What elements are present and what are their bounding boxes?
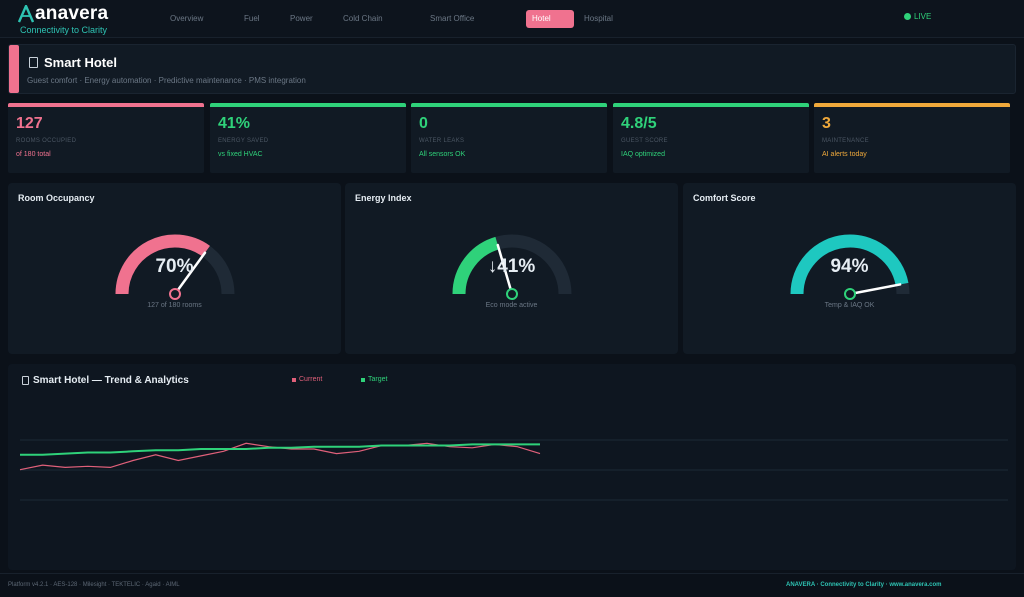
gauge-panel-comfort-score: Comfort Score 94% Temp & IAQ OK bbox=[683, 183, 1016, 354]
gauge-fill-arc bbox=[115, 234, 210, 295]
brand-text: anavera bbox=[35, 3, 109, 24]
gauge-needle bbox=[848, 283, 902, 296]
tab-fuel[interactable]: Fuel bbox=[244, 14, 260, 23]
gauge-value: ↓41% bbox=[487, 256, 536, 277]
legend-target: Target bbox=[361, 376, 387, 383]
legend-target-label: Target bbox=[368, 376, 388, 383]
kpi-value: 0 bbox=[419, 115, 428, 132]
kpi-label: WATER LEAKS bbox=[419, 138, 465, 144]
kpi-accent-bar bbox=[411, 103, 607, 107]
kpi-value: 3 bbox=[822, 115, 831, 132]
brand-tagline: Connectivity to Clarity bbox=[20, 25, 108, 35]
header-accent-bar bbox=[9, 45, 19, 93]
kpi-accent-bar bbox=[814, 103, 1010, 107]
kpi-accent-bar bbox=[613, 103, 809, 107]
kpi-label: MAINTENANCE bbox=[822, 138, 869, 144]
kpi-card-water-leaks: 0 WATER LEAKS All sensors OK bbox=[411, 103, 607, 173]
kpi-card-energy-saved: 41% ENERGY SAVED vs fixed HVAC bbox=[210, 103, 406, 173]
gauge-hub bbox=[169, 288, 181, 300]
live-dot-icon bbox=[904, 13, 911, 20]
gauge-room-occupancy bbox=[115, 234, 235, 300]
kpi-card-maintenance: 3 MAINTENANCE AI alerts today bbox=[814, 103, 1010, 173]
tab-hotel[interactable]: Hotel bbox=[526, 10, 574, 28]
gauge-hub bbox=[506, 288, 518, 300]
gauge-energy-index bbox=[452, 234, 572, 300]
series-line-target bbox=[20, 443, 540, 456]
tab-smart-office[interactable]: Smart Office bbox=[430, 14, 475, 23]
building-icon bbox=[22, 376, 29, 385]
page-title-text: Smart Hotel bbox=[44, 55, 117, 70]
legend-current: Current bbox=[292, 376, 322, 383]
kpi-label: ROOMS OCCUPIED bbox=[16, 138, 77, 144]
gauge-subtitle: Eco mode active bbox=[485, 302, 538, 309]
page-header: Smart Hotel Guest comfort · Energy autom… bbox=[8, 44, 1016, 94]
gauge-comfort-score bbox=[790, 234, 910, 300]
live-status: LIVE bbox=[904, 12, 931, 21]
gauge-value: 70% bbox=[155, 256, 194, 277]
anavera-logo-icon bbox=[18, 5, 34, 23]
trend-line-chart bbox=[19, 439, 1008, 501]
live-label: LIVE bbox=[914, 12, 932, 21]
gauge-title: Room Occupancy bbox=[18, 193, 95, 203]
kpi-label: ENERGY SAVED bbox=[218, 138, 269, 144]
kpi-note: of 180 total bbox=[16, 151, 51, 158]
kpi-label: GUEST SCORE bbox=[621, 138, 668, 144]
page-subtitle: Guest comfort · Energy automation · Pred… bbox=[27, 76, 306, 85]
page-title: Smart Hotel bbox=[29, 55, 117, 70]
trend-analytics-panel: Smart Hotel — Trend & Analytics Current … bbox=[8, 364, 1016, 570]
gauge-title: Energy Index bbox=[355, 193, 412, 203]
gauge-panel-room-occupancy: Room Occupancy 70% 127 of 180 rooms bbox=[8, 183, 341, 354]
tab-overview[interactable]: Overview bbox=[170, 14, 204, 23]
kpi-card-guest-score: 4.8/5 GUEST SCORE IAQ optimized bbox=[613, 103, 809, 173]
footer: Platform v4.2.1 · AES-128 · Milesight · … bbox=[0, 573, 1024, 597]
tab-hospital[interactable]: Hospital bbox=[584, 14, 613, 23]
gauge-hub bbox=[844, 288, 856, 300]
trend-title-text: Smart Hotel — Trend & Analytics bbox=[33, 375, 189, 386]
legend-swatch-current bbox=[292, 377, 296, 382]
gauge-value: 94% bbox=[830, 256, 869, 277]
kpi-value: 127 bbox=[16, 115, 43, 132]
gauge-panel-energy-index: Energy Index ↓41% Eco mode active bbox=[345, 183, 678, 354]
kpi-card-rooms-occupied: 127 ROOMS OCCUPIED of 180 total bbox=[8, 103, 204, 173]
gauge-subtitle: Temp & IAQ OK bbox=[824, 302, 875, 309]
gauge-title: Comfort Score bbox=[693, 193, 756, 203]
footer-brand-link[interactable]: ANAVERA · Connectivity to Clarity · www.… bbox=[786, 582, 942, 588]
brand-name: anavera bbox=[18, 3, 108, 25]
gauge-needle bbox=[173, 251, 207, 296]
footer-platform-info: Platform v4.2.1 · AES-128 · Milesight · … bbox=[8, 582, 180, 588]
tab-cold-chain[interactable]: Cold Chain bbox=[343, 14, 383, 23]
top-navigation-bar: anavera Connectivity to Clarity Overview… bbox=[0, 0, 1024, 38]
kpi-note: IAQ optimized bbox=[621, 151, 665, 158]
legend-current-label: Current bbox=[299, 376, 323, 383]
gauge-fill-arc bbox=[452, 236, 500, 295]
building-icon bbox=[29, 57, 38, 68]
kpi-accent-bar bbox=[8, 103, 204, 107]
brand[interactable]: anavera Connectivity to Clarity bbox=[18, 3, 108, 35]
gauge-fill-arc bbox=[790, 234, 909, 295]
kpi-note: All sensors OK bbox=[419, 151, 466, 158]
tab-power[interactable]: Power bbox=[290, 14, 313, 23]
kpi-value: 4.8/5 bbox=[621, 115, 657, 132]
kpi-note: vs fixed HVAC bbox=[218, 151, 263, 158]
gauge-needle bbox=[496, 243, 514, 296]
gauge-subtitle: 127 of 180 rooms bbox=[147, 302, 202, 309]
trend-title: Smart Hotel — Trend & Analytics bbox=[22, 375, 189, 386]
kpi-note: AI alerts today bbox=[822, 151, 867, 158]
kpi-accent-bar bbox=[210, 103, 406, 107]
legend-swatch-target bbox=[361, 377, 365, 382]
kpi-value: 41% bbox=[218, 115, 251, 132]
